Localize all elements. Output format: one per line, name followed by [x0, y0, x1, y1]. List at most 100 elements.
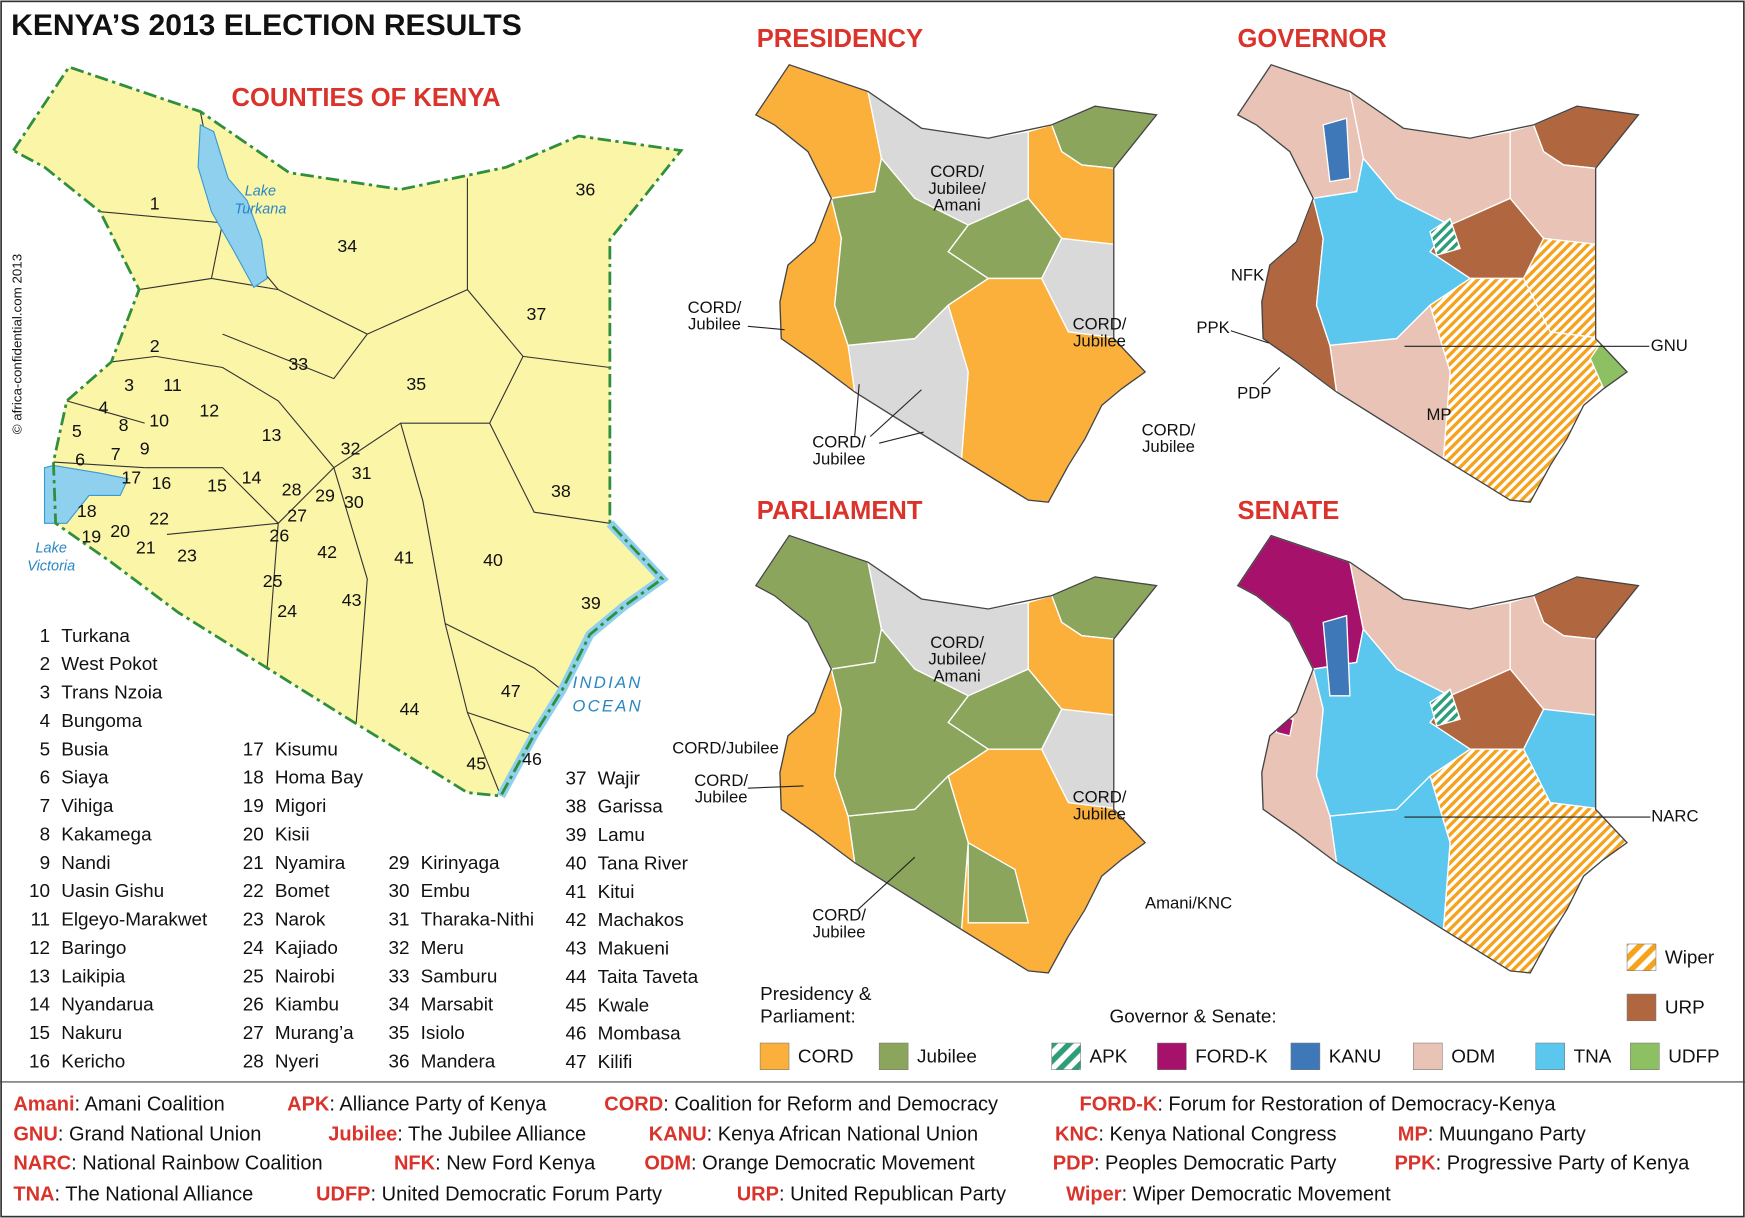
legend-label: URP: [1665, 998, 1705, 1019]
county-number: 16: [151, 473, 171, 493]
leader-line: [1262, 367, 1281, 385]
region: [1429, 688, 1461, 727]
map-label: Jubilee: [813, 922, 866, 941]
county-list-number: 9: [40, 853, 51, 874]
county-list-name: Kwale: [598, 995, 650, 1016]
lake-victoria: [43, 464, 129, 524]
lake-turkana: [197, 124, 268, 289]
abbreviation-meaning: : Orange Democratic Movement: [691, 1153, 975, 1175]
leader-line: [856, 856, 916, 912]
county-list-name: Kirinyaga: [421, 853, 500, 874]
map-label: CORD/: [812, 433, 866, 452]
county-number: 4: [99, 397, 109, 417]
abbreviation-entry: ODM: Orange Democratic Movement: [644, 1153, 975, 1175]
county-list-name: Nairobi: [275, 966, 335, 987]
map-outline: [754, 64, 1158, 503]
abbreviation: CORD: [604, 1094, 663, 1116]
county-list-name: Kitui: [598, 882, 635, 903]
county-list-number: 18: [243, 768, 264, 789]
county-list-name: Laikipia: [61, 966, 126, 987]
map-label: CORD/: [1073, 315, 1127, 334]
county-list-number: 13: [29, 966, 50, 987]
map-label: CORD/: [812, 906, 866, 925]
county-list-name: Nandi: [61, 853, 110, 874]
map-label: Jubilee: [1073, 804, 1126, 823]
county-list-name: Baringo: [61, 938, 126, 959]
abbreviation-meaning: : Alliance Party of Kenya: [329, 1094, 547, 1116]
county-list-number: 34: [389, 995, 410, 1016]
legend-swatch: [878, 1042, 909, 1071]
county-list-number: 10: [29, 881, 50, 902]
leader-line: [747, 325, 785, 331]
county-border: [53, 461, 145, 469]
map-label: PPK: [1196, 318, 1229, 337]
abbreviation-entry: GNU: Grand National Union: [13, 1124, 261, 1146]
county-list-name: Lamu: [598, 825, 645, 846]
county-number: 11: [163, 375, 182, 395]
abbreviation-meaning: : The Jubilee Alliance: [397, 1124, 586, 1146]
county-list-number: 1: [40, 626, 51, 647]
county-list-number: 7: [40, 796, 51, 817]
abbreviation-entry: Jubilee: The Jubilee Alliance: [328, 1124, 586, 1146]
abbreviation: PDP: [1053, 1153, 1094, 1175]
region: [1312, 156, 1472, 346]
water-label: OCEAN: [572, 696, 642, 715]
map-title: PRESIDENCY: [757, 25, 923, 53]
legend-label: Jubilee: [917, 1046, 977, 1067]
abbreviation-meaning: : United Republican Party: [779, 1184, 1006, 1206]
abbreviation: PPK: [1394, 1153, 1436, 1175]
county-list-number: 17: [243, 739, 264, 760]
abbreviation-entry: APK: Alliance Party of Kenya: [287, 1094, 547, 1116]
county-number: 21: [136, 538, 156, 558]
abbreviation-entry: MP: Muungano Party: [1398, 1124, 1586, 1146]
county-list-name: Mandera: [421, 1051, 496, 1072]
abbreviation-meaning: : Amani Coalition: [75, 1094, 225, 1116]
county-number: 9: [140, 439, 150, 459]
leader-line: [1230, 330, 1269, 344]
county-number: 17: [121, 467, 141, 487]
legend-label: Wiper: [1665, 947, 1714, 968]
county-list-number: 30: [389, 881, 410, 902]
county-list-number: 29: [389, 853, 410, 874]
county-list-name: Taita Taveta: [598, 967, 699, 988]
county-list-number: 23: [243, 910, 264, 931]
county-list-number: 11: [30, 910, 50, 931]
county-list-name: Nakuru: [61, 1023, 122, 1044]
legend-swatch: [759, 1042, 790, 1071]
result-map: [1236, 64, 1640, 503]
county-border: [155, 355, 335, 469]
county-border: [466, 289, 610, 369]
county-number: 39: [581, 593, 601, 613]
abbreviation-meaning: : Muungano Party: [1428, 1124, 1586, 1146]
county-number: 44: [400, 699, 420, 719]
map-label: CORD/: [930, 633, 984, 652]
result-map: [1236, 534, 1640, 974]
county-list-number: 40: [565, 853, 586, 874]
county-list-name: Turkana: [61, 626, 130, 647]
county-list-number: 24: [243, 938, 264, 959]
abbreviation: NFK: [394, 1153, 436, 1175]
county-number: 33: [288, 354, 308, 374]
water-label: Victoria: [27, 559, 75, 575]
county-list-number: 20: [243, 824, 264, 845]
map-title: GOVERNOR: [1238, 25, 1387, 53]
map-label: Jubilee: [1073, 331, 1126, 350]
abbreviation-meaning: : Wiper Democratic Movement: [1122, 1184, 1392, 1206]
legend-title: Parliament:: [760, 1006, 856, 1027]
abbreviation: UDFP: [316, 1184, 371, 1206]
county-number: 10: [149, 411, 169, 431]
county-list-number: 44: [565, 967, 586, 988]
county-list-number: 43: [565, 939, 586, 960]
county-border: [100, 211, 224, 291]
county-list-name: Siaya: [61, 768, 109, 789]
map-label: CORD/: [688, 298, 742, 317]
map-label: Amani: [933, 666, 980, 685]
county-border: [166, 522, 279, 669]
map-label: CORD/: [694, 771, 748, 790]
county-list-number: 47: [565, 1052, 586, 1073]
county-number: 6: [75, 450, 85, 470]
abbreviation-entry: CORD: Coalition for Reform and Democracy: [604, 1094, 998, 1116]
county-number: 19: [81, 526, 101, 546]
abbreviation-entry: FORD-K: Forum for Restoration of Democra…: [1079, 1094, 1556, 1116]
region: [1312, 627, 1472, 817]
